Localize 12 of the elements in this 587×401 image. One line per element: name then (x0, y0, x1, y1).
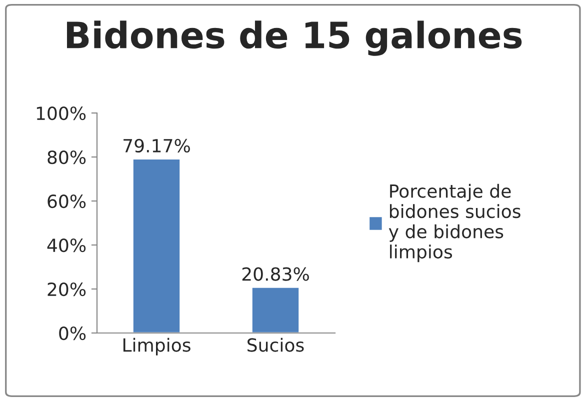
data-label: 79.17% (124, 138, 190, 153)
x-tick-label: Sucios (248, 338, 304, 352)
y-tick-label: 20% (48, 282, 86, 296)
x-tick-label: Limpios (123, 338, 190, 356)
data-label: 20.83% (242, 267, 309, 281)
legend-label: Porcentaje de bidones sucios y de bidones limpios (388, 184, 520, 262)
y-tick-label: 80% (48, 150, 86, 164)
y-tick-label: 60% (48, 194, 86, 208)
y-tick-label: 40% (47, 238, 86, 252)
y-tick-label: 100% (36, 106, 86, 120)
y-tick-label: 0% (59, 326, 86, 340)
chart-title: Bidones de 15 galones (66, 20, 522, 56)
